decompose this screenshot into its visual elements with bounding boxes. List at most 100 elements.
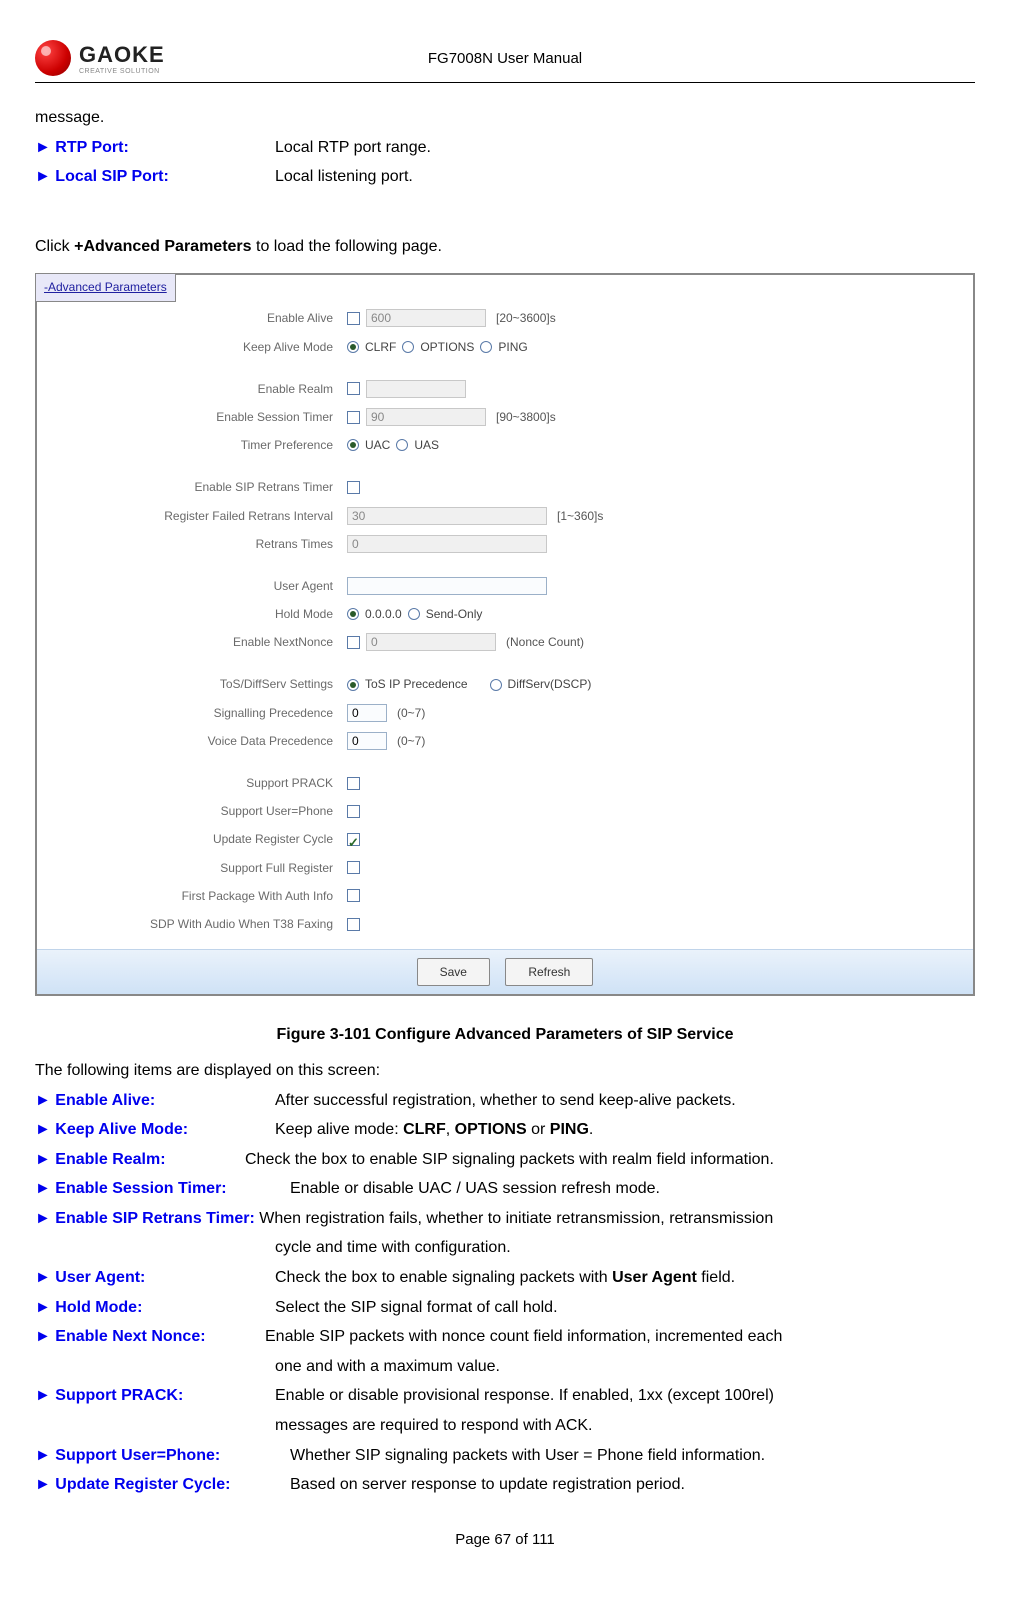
lbl-user-agent: User Agent: [57, 575, 347, 597]
input-nextnonce[interactable]: [366, 633, 496, 651]
chk-session-timer[interactable]: [347, 411, 360, 424]
radio-tos-ip[interactable]: [347, 679, 359, 691]
param-local-sip: ► Local SIP Port: Local listening port.: [35, 162, 975, 192]
page-footer: Page 67 of 111: [35, 1526, 975, 1554]
lbl-enable-alive: Enable Alive: [57, 307, 347, 329]
desc-d-prack1: Enable or disable provisional response. …: [275, 1381, 774, 1411]
doc-title: FG7008N User Manual: [428, 50, 582, 67]
lbl-full-reg: Support Full Register: [57, 857, 347, 879]
desc-d-keep: Keep alive mode: CLRF, OPTIONS or PING.: [275, 1115, 593, 1145]
desc-d-alive: After successful registration, whether t…: [275, 1086, 736, 1116]
page-header: GAOKE CREATIVE SOLUTION FG7008N User Man…: [35, 40, 975, 83]
chk-first-auth[interactable]: [347, 889, 360, 902]
lbl-keepalive-mode: Keep Alive Mode: [57, 336, 347, 358]
button-bar: Save Refresh: [37, 949, 973, 994]
chk-userphone[interactable]: [347, 805, 360, 818]
desc-d-userphone: Whether SIP signaling packets with User …: [290, 1441, 765, 1471]
hint-enable-alive: [20~3600]s: [496, 307, 556, 329]
hint-voice-prec: (0~7): [397, 730, 425, 752]
desc-d-retrans1: When registration fails, whether to init…: [259, 1204, 773, 1234]
brand-sub-text: CREATIVE SOLUTION: [79, 68, 165, 75]
input-user-agent[interactable]: [347, 577, 547, 595]
desc-d-nonce2: one and with a maximum value.: [35, 1352, 975, 1382]
lbl-voice-prec: Voice Data Precedence: [57, 730, 347, 752]
click-instruction: Click +Advanced Parameters to load the f…: [35, 232, 975, 262]
radio-uas[interactable]: [396, 439, 408, 451]
radio-options[interactable]: [402, 341, 414, 353]
chk-enable-realm[interactable]: [347, 382, 360, 395]
chk-prack[interactable]: [347, 777, 360, 790]
input-retrans-times[interactable]: [347, 535, 547, 553]
radio-uac[interactable]: [347, 439, 359, 451]
lbl-d-updatereg: Update Register Cycle:: [55, 1476, 230, 1493]
desc-d-updatereg: Based on server response to update regis…: [290, 1470, 685, 1500]
lbl-userphone: Support User=Phone: [57, 800, 347, 822]
lbl-session-timer: Enable Session Timer: [57, 406, 347, 428]
lbl-sip-retrans: Enable SIP Retrans Timer: [57, 476, 347, 498]
panel-tab-link[interactable]: -Advanced Parameters: [35, 273, 176, 301]
lbl-d-realm: Enable Realm:: [55, 1151, 165, 1168]
radio-clrf[interactable]: [347, 341, 359, 353]
save-button[interactable]: Save: [417, 958, 490, 986]
desc-rtp: Local RTP port range.: [275, 133, 431, 163]
desc-d-session: Enable or disable UAC / UAS session refr…: [290, 1174, 660, 1204]
lbl-d-ua: User Agent:: [55, 1269, 145, 1286]
lbl-enable-realm: Enable Realm: [57, 378, 347, 400]
brand-main-text: GAOKE: [79, 42, 165, 68]
lbl-hold-mode: Hold Mode: [57, 603, 347, 625]
lbl-d-session: Enable Session Timer:: [55, 1180, 226, 1197]
desc-d-retrans2: cycle and time with configuration.: [35, 1233, 975, 1263]
chk-update-reg[interactable]: [347, 833, 360, 846]
brand-logo: GAOKE CREATIVE SOLUTION: [35, 40, 165, 76]
chk-sdp-t38[interactable]: [347, 918, 360, 931]
lbl-d-nonce: Enable Next Nonce:: [55, 1328, 205, 1345]
chk-sip-retrans[interactable]: [347, 481, 360, 494]
lbl-d-retrans: Enable SIP Retrans Timer:: [55, 1210, 254, 1227]
param-rtp-port: ► RTP Port: Local RTP port range.: [35, 133, 975, 163]
input-enable-alive[interactable]: [366, 309, 486, 327]
chk-full-reg[interactable]: [347, 861, 360, 874]
lbl-d-prack: Support PRACK:: [55, 1387, 183, 1404]
lbl-nextnonce: Enable NextNonce: [57, 631, 347, 653]
figure-caption: Figure 3-101 Configure Advanced Paramete…: [35, 1020, 975, 1050]
lbl-tos: ToS/DiffServ Settings: [57, 673, 347, 695]
label-sip: Local SIP Port:: [55, 168, 169, 185]
lbl-d-hold: Hold Mode:: [55, 1299, 142, 1316]
hint-sig-prec: (0~7): [397, 702, 425, 724]
desc-d-ua: Check the box to enable signaling packet…: [275, 1263, 735, 1293]
radio-ping[interactable]: [480, 341, 492, 353]
lbl-update-reg: Update Register Cycle: [57, 828, 347, 850]
input-voice-prec[interactable]: [347, 732, 387, 750]
desc-d-prack2: messages are required to respond with AC…: [35, 1411, 975, 1441]
advanced-params-panel: -Advanced Parameters Enable Alive [20~36…: [35, 273, 975, 996]
hint-reg-fail: [1~360]s: [557, 505, 603, 527]
desc-d-realm: Check the box to enable SIP signaling pa…: [245, 1145, 774, 1175]
lbl-d-keep: Keep Alive Mode:: [55, 1121, 188, 1138]
lbl-timer-pref: Timer Preference: [57, 434, 347, 456]
lbl-first-auth: First Package With Auth Info: [57, 885, 347, 907]
desc-sip: Local listening port.: [275, 162, 413, 192]
desc-intro: The following items are displayed on thi…: [35, 1056, 975, 1086]
refresh-button[interactable]: Refresh: [505, 958, 593, 986]
desc-d-nonce1: Enable SIP packets with nonce count fiel…: [265, 1322, 782, 1352]
lbl-prack: Support PRACK: [57, 772, 347, 794]
radio-hold-0000[interactable]: [347, 608, 359, 620]
lbl-d-userphone: Support User=Phone:: [55, 1447, 220, 1464]
body-content: message. ► RTP Port: Local RTP port rang…: [35, 103, 975, 1554]
lbl-sig-prec: Signalling Precedence: [57, 702, 347, 724]
radio-hold-sendonly[interactable]: [408, 608, 420, 620]
input-session-timer[interactable]: [366, 408, 486, 426]
chk-enable-alive[interactable]: [347, 312, 360, 325]
lbl-sdp-t38: SDP With Audio When T38 Faxing: [57, 913, 347, 935]
hint-session-timer: [90~3800]s: [496, 406, 556, 428]
input-sig-prec[interactable]: [347, 704, 387, 722]
logo-icon: [35, 40, 71, 76]
input-reg-fail[interactable]: [347, 507, 547, 525]
lbl-retrans-times: Retrans Times: [57, 533, 347, 555]
input-realm[interactable]: [366, 380, 466, 398]
intro-line: message.: [35, 103, 975, 133]
chk-nextnonce[interactable]: [347, 636, 360, 649]
radio-diffserv[interactable]: [490, 679, 502, 691]
label-rtp: RTP Port:: [55, 139, 128, 156]
desc-d-hold: Select the SIP signal format of call hol…: [275, 1293, 558, 1323]
